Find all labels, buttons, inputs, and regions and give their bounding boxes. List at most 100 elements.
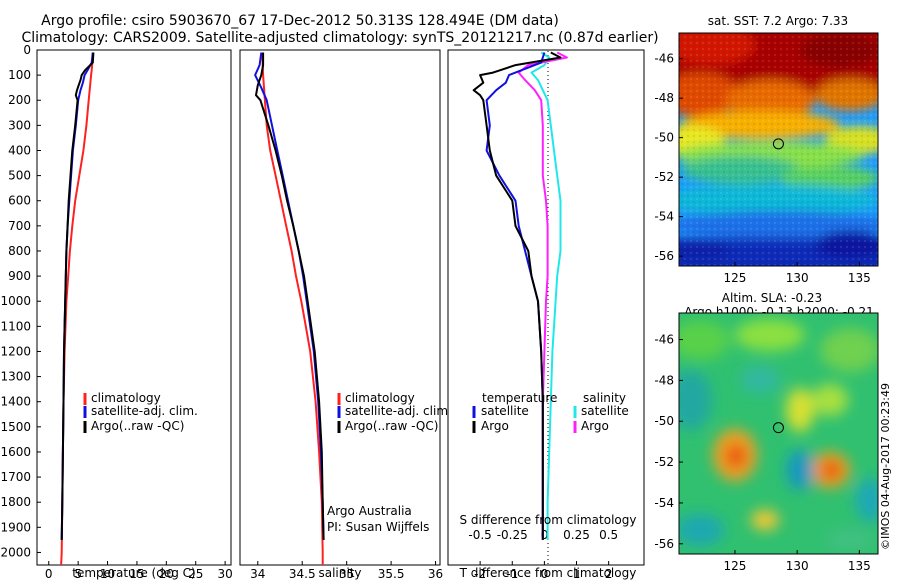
lat-tick-label: -56 — [654, 249, 674, 263]
legend-t-satellite: satellite — [481, 404, 529, 418]
salinity-xlabel: salinity — [318, 566, 361, 580]
sla-map-frame — [678, 312, 879, 555]
sst-map-frame — [678, 32, 879, 267]
depth-tick-label: 1300 — [0, 370, 31, 384]
depth-tick-label: 400 — [8, 143, 31, 157]
x-tick-label: 34 — [250, 567, 265, 580]
x-tick-label: 2 — [605, 567, 613, 580]
x-tick-label: 1 — [573, 567, 581, 580]
temperature-axis: 0 5 10 15 20 25 30 — [45, 561, 233, 580]
lat-tick-label: -54 — [654, 210, 674, 224]
sst-heatmap — [679, 33, 878, 266]
lon-tick-label: 125 — [724, 559, 747, 573]
salinity-panel: 34 34.5 35 35.5 36 salinity climatology sate… — [239, 49, 452, 580]
legend-group-salinity: salinity — [583, 391, 626, 405]
lat-tick-label: -50 — [654, 131, 674, 145]
legend-group-temperature: temperature — [482, 391, 557, 405]
s-difference-xlabel: S difference from climatology — [460, 513, 637, 527]
legend-s-satellite: satellite — [581, 404, 629, 418]
lat-tick-label: -46 — [654, 52, 674, 66]
x-tick-label: 30 — [217, 567, 232, 580]
depth-tick-label: 600 — [8, 194, 31, 208]
series-line-0 — [530, 51, 562, 540]
sla-map-title-1: Altim. SLA: -0.23 — [722, 291, 822, 305]
lat-tick-label: -50 — [654, 414, 674, 428]
series-line-2 — [60, 52, 95, 540]
annotation-pi: PI: Susan Wijffels — [327, 520, 429, 534]
argo-location-marker — [772, 422, 784, 434]
x-tick-label: 15 — [129, 567, 144, 580]
depth-tick-label: 1400 — [0, 395, 31, 409]
x-tick-label: 10 — [100, 567, 115, 580]
x-tick-label: 5 — [74, 567, 82, 580]
temperature-panel: 0100200300400500600700800900100011001200… — [0, 43, 232, 580]
legend-argo: Argo(..raw -QC) — [91, 419, 184, 433]
depth-tick-label: 1700 — [0, 470, 31, 484]
depth-tick-label: 1500 — [0, 420, 31, 434]
depth-tick-label: 0 — [23, 43, 31, 57]
x-tick-label: 25 — [188, 567, 203, 580]
difference-legend: temperature satellite Argo salinity sate… — [472, 391, 629, 433]
depth-tick-label: 700 — [8, 219, 31, 233]
lon-tick-label: 130 — [786, 271, 809, 285]
sst-map-axes: 125 130 135 -46 -48 -50 -52 -54 -56 — [654, 52, 870, 285]
legend-satellite-adj: satellite-adj. clim. — [345, 404, 452, 418]
sst-map-panel: sat. SST: 7.2 Argo: 7.33 — [654, 14, 879, 285]
lon-tick-label: 130 — [786, 559, 809, 573]
x-tick-label: 0 — [541, 567, 549, 580]
argo-location-marker — [772, 138, 784, 150]
t-difference-xlabel: T difference from climatology — [459, 566, 637, 580]
x-tick-label: -2 — [474, 567, 486, 580]
sst-map-title: sat. SST: 7.2 Argo: 7.33 — [708, 14, 848, 28]
salinity-series — [254, 52, 325, 565]
lat-tick-label: -54 — [654, 496, 674, 510]
depth-tick-label: 1100 — [0, 319, 31, 333]
x-tick-label: 35 — [339, 567, 354, 580]
temperature-legend: climatology satellite-adj. clim. Argo(..… — [83, 391, 198, 433]
lon-tick-label: 135 — [848, 271, 871, 285]
title-line-1: Argo profile: csiro 5903670_67 17-Dec-20… — [41, 13, 559, 29]
salinity-axis: 34 34.5 35 35.5 36 — [250, 561, 443, 580]
t-difference-axis: -2 -1 0 1 2 — [474, 561, 612, 580]
s-tick-label: -0.25 — [497, 528, 528, 542]
series-line-2 — [255, 52, 325, 540]
x-tick-label: 0 — [45, 567, 53, 580]
s-tick-label: 0.25 — [563, 528, 590, 542]
legend-satellite-adj: satellite-adj. clim. — [91, 404, 198, 418]
x-tick-label: 34.5 — [289, 567, 316, 580]
depth-tick-label: 1200 — [0, 344, 31, 358]
temperature-plot-area — [36, 49, 232, 566]
sla-map-panel: Altim. SLA: -0.23 Argo h1000: -0.13 h200… — [654, 291, 879, 573]
lat-tick-label: -48 — [654, 91, 674, 105]
temperature-series — [60, 52, 95, 566]
s-difference-axis: -0.5 -0.25 0 0.25 0.5 — [468, 528, 618, 542]
x-tick-label: -1 — [506, 567, 518, 580]
annotation-argo-australia: Argo Australia — [327, 504, 412, 518]
legend-s-argo: Argo — [581, 419, 609, 433]
depth-tick-label: 2000 — [0, 545, 31, 559]
depth-tick-label: 100 — [8, 68, 31, 82]
temperature-xlabel: temperature (deg C) — [72, 566, 195, 580]
legend-argo: Argo(..raw -QC) — [345, 419, 438, 433]
title-line-2: Climatology: CARS2009. Satellite-adjuste… — [21, 30, 658, 46]
s-tick-label: 0 — [541, 528, 549, 542]
difference-series — [472, 51, 568, 540]
depth-tick-label: 900 — [8, 269, 31, 283]
depth-tick-label: 1000 — [0, 294, 31, 308]
lat-tick-label: -56 — [654, 537, 674, 551]
depth-tick-label: 1900 — [0, 520, 31, 534]
depth-tick-label: 300 — [8, 118, 31, 132]
depth-tick-label: 1800 — [0, 495, 31, 509]
lat-tick-label: -52 — [654, 170, 674, 184]
depth-tick-label: 200 — [8, 93, 31, 107]
s-tick-label: 0.5 — [599, 528, 618, 542]
legend-climatology: climatology — [345, 391, 415, 405]
depth-tick-label: 500 — [8, 169, 31, 183]
x-tick-label: 35.5 — [378, 567, 405, 580]
lon-tick-label: 135 — [848, 559, 871, 573]
sla-heatmap — [679, 313, 878, 554]
depth-axis: 0 100 200 300 400 500 600 700 800 900 1000 1100 1200… — [0, 43, 41, 559]
x-tick-label: 20 — [159, 567, 174, 580]
s-tick-label: -0.5 — [468, 528, 491, 542]
